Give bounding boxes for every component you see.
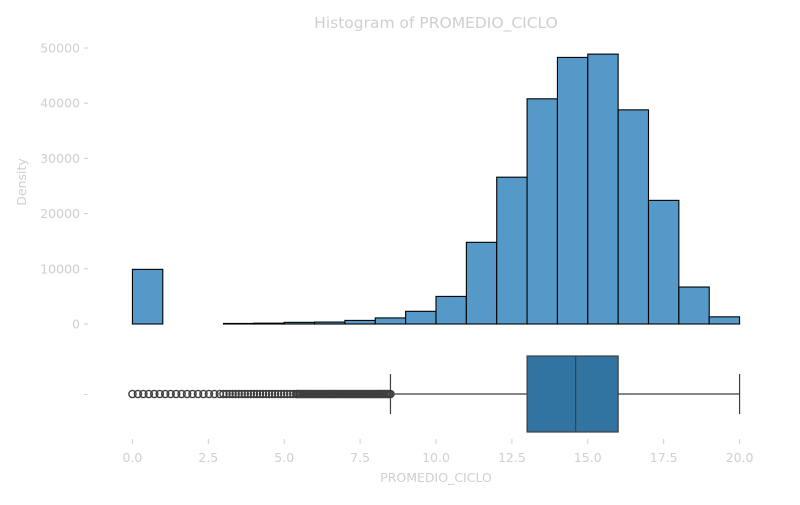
histogram-bar (587, 53, 619, 325)
boxplot-box (526, 355, 619, 433)
boxplot-outlier (149, 389, 159, 399)
boxplot-outlier (237, 389, 247, 399)
histogram-bar (465, 241, 498, 325)
histogram-bar (344, 319, 376, 325)
histogram-bar (556, 56, 589, 325)
histogram-bar (283, 321, 316, 325)
boxplot-outlier (255, 389, 265, 399)
boxplot-outlier (264, 389, 274, 399)
histogram-bar (496, 176, 528, 325)
boxplot-outlier (210, 389, 219, 399)
boxplot-outlier (282, 389, 292, 399)
boxplot-outlier (267, 389, 277, 399)
boxplot-outlier (231, 389, 240, 399)
boxplot-y-tick-label: - (83, 386, 88, 401)
histogram-bar (131, 268, 164, 325)
boxplot-outlier (128, 389, 137, 399)
boxplot-outlier (219, 389, 228, 399)
boxplot-outlier (258, 389, 268, 399)
boxplot-outlier (273, 389, 283, 399)
boxplot-outlier (222, 389, 231, 399)
y-tick-label: 0 (72, 317, 80, 332)
histogram-bar (253, 322, 285, 325)
chart-title: Histogram of PROMEDIO_CICLO (314, 14, 558, 33)
boxplot-outlier (144, 389, 154, 399)
histogram-bar (617, 109, 650, 325)
histogram-bar (314, 321, 346, 325)
y-tick-label: 30000 (40, 151, 80, 166)
boxplot-outlier (249, 389, 259, 399)
boxplot-outlier (171, 389, 181, 399)
boxplot-outlier (234, 389, 243, 399)
histogram-bar (374, 317, 407, 325)
boxplot-outlier (182, 389, 192, 399)
x-tick-label: 7.5 (350, 450, 370, 465)
boxplot-outlier (276, 389, 286, 399)
histogram-bar (647, 199, 680, 325)
boxplot (128, 355, 741, 433)
boxplot-outlier (252, 389, 262, 399)
histogram-bar (405, 310, 437, 325)
x-axis-title: PROMEDIO_CICLO (380, 470, 492, 485)
histogram-bar (708, 316, 741, 325)
y-tick-label: 20000 (40, 206, 80, 221)
histogram-bar (435, 295, 467, 325)
boxplot-outlier (204, 389, 214, 399)
x-tick-label: 20.0 (726, 450, 754, 465)
boxplot-outlier (246, 389, 256, 399)
boxplot-outlier (133, 389, 143, 399)
boxplot-outlier (279, 389, 289, 399)
boxplot-outlier (155, 389, 165, 399)
y-axis-title: Density (14, 158, 29, 206)
y-tick-label: 10000 (40, 261, 80, 276)
boxplot-outlier (225, 389, 234, 399)
histogram-bars (131, 53, 741, 325)
x-tick-label: 10.0 (422, 450, 450, 465)
boxplot-outlier (199, 389, 208, 399)
x-tick-label: 17.5 (650, 450, 678, 465)
histogram-bar (526, 98, 558, 325)
histogram-y-ticks: 0 10000 20000 30000 40000 50000 (40, 41, 88, 332)
boxplot-outlier (160, 389, 170, 399)
boxplot-outlier (243, 389, 253, 399)
y-tick-label: 50000 (40, 41, 80, 56)
boxplot-outlier (166, 389, 175, 399)
x-tick-label: 15.0 (574, 450, 602, 465)
x-tick-label: 2.5 (198, 450, 218, 465)
x-tick-label: 0.0 (122, 450, 142, 465)
boxplot-ticks: 0.0 2.5 5.0 7.5 10.0 12.5 15.0 17.5 20.0 - (83, 386, 753, 465)
boxplot-outlier (139, 389, 148, 399)
boxplot-outlier (240, 389, 250, 399)
boxplot-outlier (228, 389, 237, 399)
x-tick-label: 5.0 (274, 450, 294, 465)
y-tick-label: 40000 (40, 96, 80, 111)
boxplot-outlier (188, 389, 197, 399)
boxplot-outlier (177, 389, 186, 399)
boxplot-outlier (193, 389, 203, 399)
boxplot-outlier (261, 389, 271, 399)
boxplot-outlier (270, 389, 280, 399)
histogram-bar (678, 286, 710, 325)
histogram-bar (222, 322, 255, 325)
x-tick-label: 12.5 (498, 450, 526, 465)
